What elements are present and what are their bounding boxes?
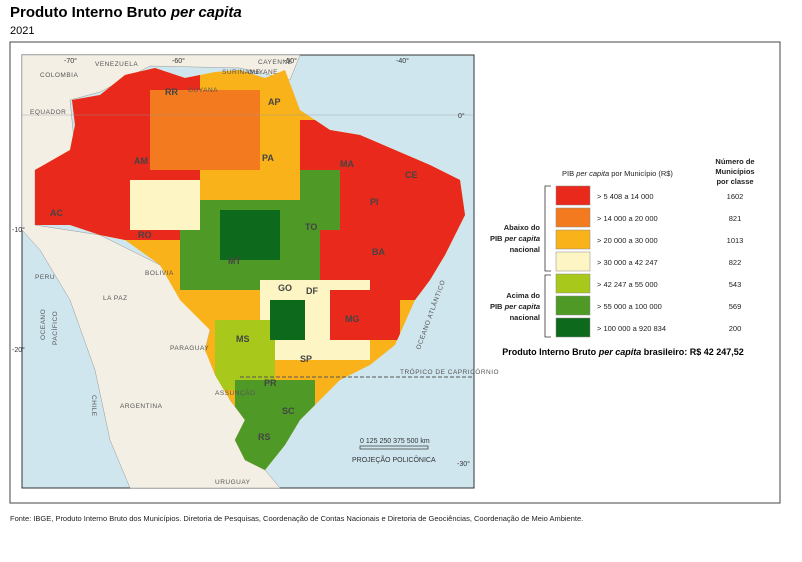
map-label: BOLIVIA [145,270,174,277]
state-label: GO [278,283,292,293]
coord-label: -30° [457,460,470,468]
legend-count: 822 [729,258,742,267]
map-label: PERU [35,274,55,281]
state-label: AM [134,156,148,166]
state-label: DF [306,286,318,296]
state-label: PI [370,197,379,207]
coord-label: -60° [172,57,185,65]
legend-title: PIB per capita por Município (R$) [562,169,673,178]
state-label: AC [50,208,63,218]
coord-label: -50° [284,57,297,65]
count-header-line: Número de [715,157,754,166]
group-label-part: per capita [504,234,540,243]
legend-swatch [555,229,591,250]
legend-swatch [555,207,591,228]
legend-range: > 14 000 a 20 000 [597,214,658,223]
group-label: Acima do [506,291,540,300]
group-label-part: per capita [504,302,540,311]
legend-swatch [555,251,591,272]
group-label-part: PIB [490,234,503,243]
legend-swatch [555,273,591,294]
legend-count: 569 [729,302,742,311]
scale-label: 0 125 250 375 500 km [360,438,430,445]
legend-bracket [544,185,551,272]
state-label: PA [262,153,274,163]
map-label: CHILE [90,395,97,417]
legend: > 5 408 a 14 000 1602 > 14 000 a 20 000 821… [490,185,744,338]
state-label: MG [345,314,360,324]
state-label: MA [340,159,354,169]
title: Produto Interno Bruto per capita [10,4,242,21]
legend-count: 543 [729,280,742,289]
map-label: COLOMBIA [40,72,78,79]
legend-range: > 30 000 a 42 247 [597,258,658,267]
legend-swatch [555,317,591,338]
state-label: MS [236,334,250,344]
legend-range: > 55 000 a 100 000 [597,302,662,311]
map-label: URUGUAY [215,479,251,486]
legend-range: > 42 247 a 55 000 [597,280,658,289]
map-label: VENEZUELA [95,61,138,68]
ocean-label: OCEANO [40,309,47,340]
legend-count: 1602 [727,192,744,201]
coord-label: -70° [64,57,77,65]
map-label: LA PAZ [103,295,128,302]
map-label: CAYENNE [258,59,293,66]
scale-bar [359,445,429,450]
group-label: PIB per capita [490,234,540,243]
group-label: PIB per capita [490,302,540,311]
state-label: SP [300,354,312,364]
legend-range: > 20 000 a 30 000 [597,236,658,245]
legend-swatch [555,295,591,316]
state-label: MT [228,256,241,266]
state-label: TO [305,222,317,232]
state-label: RS [258,432,271,442]
legend-count: 1013 [727,236,744,245]
tropic-label: TRÓPICO DE CAPRICÓRNIO [400,367,499,376]
legend-range: > 5 408 a 14 000 [597,192,654,201]
group-label: nacional [510,313,540,322]
map-label: ASSUNÇÃO [215,388,255,397]
coord-label: -20° [12,346,25,354]
count-header-line: Municípios [715,167,754,176]
count-header-line: por classe [716,177,753,186]
subtitle: 2021 [10,25,34,37]
coord-label: -40° [396,57,409,65]
legend-bracket [544,274,551,338]
coord-label: -10° [12,226,25,234]
ocean-label: PACÍFICO [50,311,59,345]
legend-range: > 100 000 a 920 834 [597,324,666,333]
legend-count: 821 [729,214,742,223]
state-label: AP [268,97,281,107]
map: COLOMBIA VENEZUELA SURINAME GUYANE GUYAN… [12,54,499,489]
map-label: EQUADOR [30,109,66,116]
state-label: SC [282,406,295,416]
coord-label: 0° [458,112,465,120]
state-label: PR [264,378,277,388]
state-label: RO [138,230,152,240]
map-label: SURINAME [222,69,260,76]
state-label: CE [405,170,418,180]
map-label: PARAGUAY [170,345,209,352]
map-label: ARGENTINA [120,403,163,410]
projection-label: PROJEÇÃO POLICÔNICA [352,455,436,464]
state-label: BA [372,247,385,257]
frame [9,41,781,504]
map-label: GUYANE [248,69,278,76]
group-label: nacional [510,245,540,254]
group-label: Abaixo do [504,223,541,232]
group-label-part: PIB [490,302,503,311]
legend-count: 200 [729,324,742,333]
footer: Fonte: IBGE, Produto Interno Bruto dos M… [10,514,583,523]
state-label: RR [165,87,178,97]
national-value: Produto Interno Bruto per capita brasile… [502,347,744,357]
legend-swatch [555,185,591,206]
map-label: GUYANA [188,87,218,94]
